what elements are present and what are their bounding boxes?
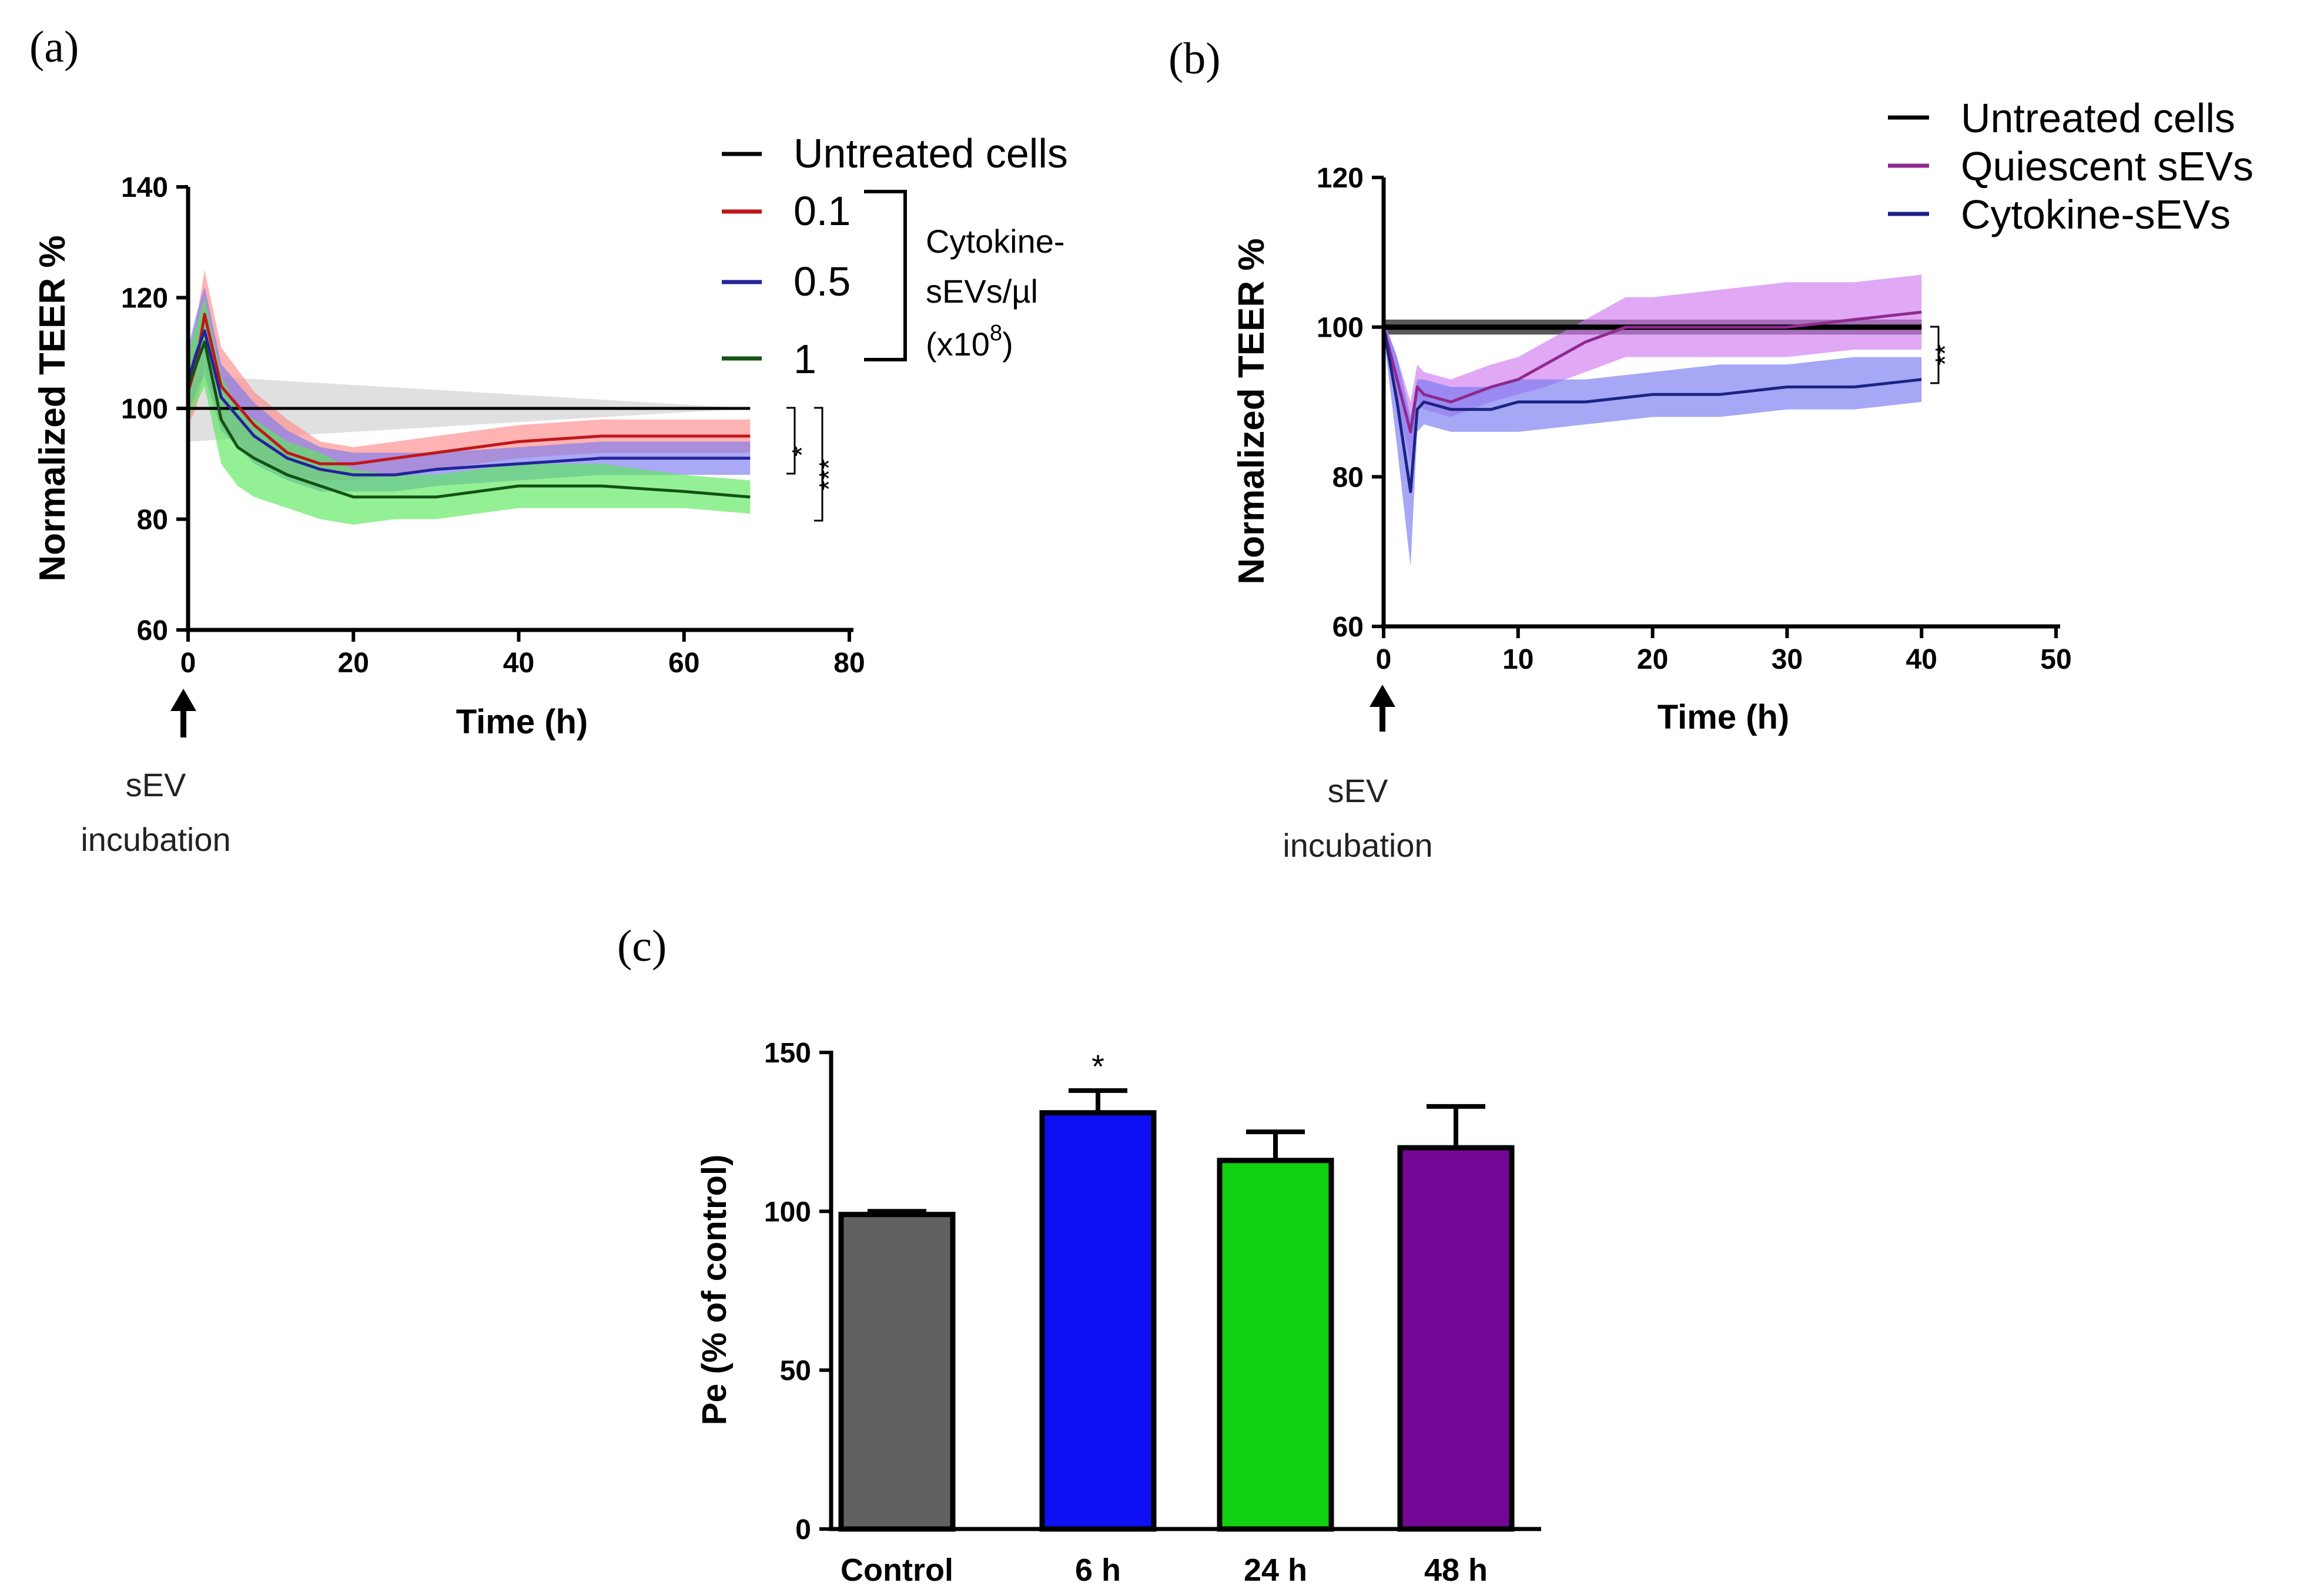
- x-category-label-6-h: 6 h: [1075, 1553, 1121, 1588]
- panel-b-y-tick-label: 60: [1332, 612, 1364, 643]
- panel-a-annotation-line2: incubation: [81, 821, 230, 858]
- panel-a-x-tick-label: 20: [338, 648, 369, 679]
- legend-group-line2: sEVs/µl: [926, 273, 1038, 310]
- panel-b-y-label: Normalized TEER %: [1231, 238, 1272, 584]
- legend-label-b-cytokine: Cytokine-sEVs: [1961, 192, 2231, 237]
- bar-24-h: [1217, 1158, 1334, 1532]
- panel-c-bars: *: [838, 1048, 1515, 1532]
- legend-group-line3-main: (x10: [926, 326, 990, 363]
- x-category-label-24-h: 24 h: [1244, 1553, 1307, 1588]
- legend-label-b-quiescent: Quiescent sEVs: [1961, 143, 2254, 189]
- panel-a-y-tick-label: 80: [137, 505, 168, 536]
- panel-a-x-label: Time (h): [456, 703, 588, 741]
- panel-a-x-tick-label: 0: [180, 648, 196, 679]
- panel-a-line-0-5: [186, 329, 751, 477]
- panel-b-significance: **: [1930, 326, 1960, 384]
- bar-48-h: [1397, 1145, 1515, 1532]
- panel-a-label: (a): [29, 22, 79, 72]
- panel-b-label: (b): [1168, 34, 1221, 83]
- panel-a-y-label: Normalized TEER %: [32, 235, 73, 581]
- panel-a-x-tick-label: 80: [833, 648, 865, 679]
- bar-significance-6-h: *: [1091, 1048, 1104, 1085]
- sig-bracket-a2: [814, 407, 823, 522]
- sig-star-b1: **: [1930, 344, 1960, 366]
- panel-b-x-tick-label: 50: [2040, 644, 2071, 675]
- sig-bracket-a1: [786, 407, 796, 475]
- panel-b-lines: [1382, 310, 1922, 494]
- panel-a-y-tick-label: 100: [121, 394, 168, 425]
- panel-b-y-tick-label: 120: [1317, 163, 1364, 194]
- panel-b-x-tick-label: 40: [1906, 644, 1937, 675]
- panel-a-y-tick-label: 120: [121, 283, 168, 314]
- legend-label-b-untreated: Untreated cells: [1961, 95, 2235, 141]
- panel-b-bands: [1384, 274, 1922, 567]
- panel-c-label: (c): [617, 921, 667, 971]
- x-category-label-control: Control: [841, 1553, 953, 1588]
- panel-a-legend: Untreated cells 0.1 0.5 1 Cytokine- sEVs…: [722, 130, 1068, 382]
- legend-label-0-1: 0.1: [793, 188, 851, 234]
- panel-a-lines: [186, 313, 751, 499]
- legend-group-line3: (x108): [926, 321, 1013, 363]
- panel-a-x-tick-label: 40: [503, 648, 534, 679]
- panel-b-annotation-line2: incubation: [1283, 827, 1432, 864]
- panel-b-band-cytokine-sevs: [1384, 319, 1922, 567]
- legend-label-untreated: Untreated cells: [793, 130, 1068, 176]
- panel-b-y-tick-label: 80: [1332, 462, 1364, 493]
- panel-b-x-tick-label: 0: [1376, 644, 1392, 675]
- panel-a-band-0-5: [188, 286, 751, 492]
- panel-c-y-tick-label: 100: [764, 1196, 811, 1228]
- panel-a-bands: [188, 270, 751, 525]
- legend-label-1: 1: [793, 336, 816, 382]
- panel-b-ticks: 0 10 20 30 40 50 60 80 100 120: [1317, 163, 2072, 675]
- panel-a-ticks: 0 20 40 60 80 60 80 100 120 140: [121, 172, 865, 679]
- panel-b-x-tick-label: 30: [1772, 644, 1803, 675]
- panel-c-y-tick-label: 150: [764, 1038, 811, 1069]
- panel-b-band-quiescent-sevs: [1384, 274, 1922, 462]
- sig-bracket-b1: [1930, 326, 1940, 384]
- panel-b-x-tick-label: 20: [1637, 644, 1668, 675]
- legend-label-0-5: 0.5: [793, 259, 851, 304]
- panel-a-band-1: [188, 297, 751, 525]
- panel-b-x-label: Time (h): [1658, 698, 1790, 736]
- bar-6-h: [1039, 1110, 1157, 1532]
- sig-star-a2: ***: [813, 459, 844, 491]
- panel-c-y-label: Pe (% of control): [695, 1155, 734, 1426]
- panel-a-line-0-1: [186, 313, 751, 465]
- panel-a-y-tick-label: 60: [137, 615, 168, 646]
- panel-a-x-tick-label: 60: [668, 648, 699, 679]
- panel-b-line-cytokine-sevs: [1382, 327, 1922, 494]
- legend-group-line3-exp: 8: [990, 321, 1002, 346]
- panel-a: (a) 0 20 40 60 80 60 80 100 120 140 Normalized TE…: [29, 22, 1068, 858]
- legend-group-bracket: [864, 190, 907, 361]
- sig-star-a1: *: [786, 446, 817, 457]
- panel-a-y-tick-label: 140: [121, 172, 168, 203]
- x-category-label-48-h: 48 h: [1424, 1553, 1488, 1588]
- bar-control: [838, 1212, 956, 1532]
- panel-a-band-0-1: [188, 270, 751, 481]
- panel-a-line-1: [186, 340, 751, 499]
- panel-b-arrow-icon: [1370, 685, 1395, 732]
- panel-a-significance: * ***: [786, 407, 844, 522]
- panel-b-y-tick-label: 100: [1317, 313, 1364, 344]
- legend-group-line1: Cytokine-: [926, 223, 1065, 260]
- panel-c-ticks: Control 6 h 24 h 48 h 0 50 100 150: [764, 1038, 1488, 1588]
- panel-c: (c) * Control 6 h 24 h 48 h 0 50 100 150 Pe (% …: [617, 921, 1541, 1588]
- panel-b-annotation-line1: sEV: [1328, 772, 1388, 809]
- panel-a-annotation-line1: sEV: [126, 766, 186, 803]
- panel-b-x-tick-label: 10: [1502, 644, 1533, 675]
- panel-a-arrow-icon: [170, 689, 196, 737]
- legend-group-line3-close: ): [1002, 326, 1013, 363]
- panel-c-y-tick-label: 0: [795, 1514, 811, 1545]
- panel-b-legend: Untreated cells Quiescent sEVs Cytokine-…: [1888, 95, 2254, 237]
- panel-b-line-quiescent-sevs: [1382, 310, 1922, 434]
- panel-c-y-tick-label: 50: [780, 1356, 811, 1387]
- panel-b: (b) 0 10 20 30 40 50 60 80 100 120 Normalized TEE…: [1168, 34, 2254, 864]
